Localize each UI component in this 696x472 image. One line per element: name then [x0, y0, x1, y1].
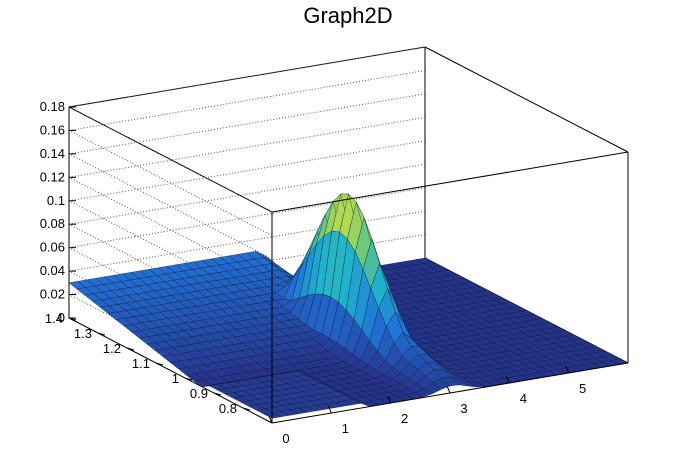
z-gridline-back [68, 93, 426, 155]
box-edge-top-right [424, 46, 629, 153]
x-tick [268, 415, 273, 424]
z-gridline-left [68, 130, 273, 236]
z-tick-label: 0.04 [40, 263, 65, 278]
x-tick-label: 4 [520, 391, 527, 406]
x-tick [387, 395, 392, 404]
z-gridline-back [68, 210, 426, 272]
y-tick-label: 0.8 [219, 401, 237, 416]
axis-ticks: 0 0.02 0.04 0.06 0.08 0.1 0.12 0.14 0.16 0.18 0.8 0… [40, 99, 587, 446]
box-edge-floor-left [68, 317, 273, 424]
z-tick-label: 0.18 [40, 99, 65, 114]
x-tick [446, 385, 451, 394]
z-tick-label: 0.06 [40, 240, 65, 255]
z-tick-label: 0.02 [40, 287, 65, 302]
z-gridline-back [68, 140, 426, 202]
chart-title: Graph2D [303, 3, 393, 28]
y-tick [242, 407, 251, 411]
y-tick-label: 0.9 [190, 386, 208, 401]
x-tick-label: 1 [342, 421, 349, 436]
y-tick [68, 317, 77, 321]
x-tick-label: 5 [579, 381, 586, 396]
z-gridline-back [68, 163, 426, 225]
x-tick-label: 2 [401, 411, 408, 426]
z-tick-label: 0.14 [40, 146, 65, 161]
y-tick-label: 1.2 [103, 341, 121, 356]
x-tick-label: 3 [460, 401, 467, 416]
y-tick [213, 392, 222, 396]
x-tick [505, 375, 510, 384]
box-edge-front-top [271, 151, 629, 213]
z-tick-label: 0.12 [40, 169, 65, 184]
z-gridline-left [68, 153, 273, 260]
x-tick [327, 405, 332, 414]
z-gridline-back [68, 187, 426, 249]
y-tick [155, 362, 164, 366]
y-tick-label: 1.1 [132, 356, 150, 371]
z-gridline-left [68, 200, 273, 307]
y-tick-label: 1 [172, 371, 179, 386]
y-tick [184, 377, 193, 381]
z-tick-label: 0.16 [40, 122, 65, 137]
surface-mesh [68, 193, 629, 419]
y-tick-label: 1.4 [45, 311, 63, 326]
z-gridline-back [68, 69, 426, 131]
x-tick-label: 0 [282, 431, 289, 446]
y-tick-label: 1.3 [74, 326, 92, 341]
z-gridline-left [68, 176, 273, 283]
z-tick-label: 0.1 [47, 193, 65, 208]
y-tick [126, 347, 135, 351]
z-gridline-back [68, 116, 426, 178]
z-tick-label: 0 [58, 310, 65, 325]
z-gridline-back [68, 46, 426, 108]
z-tick-label: 0.08 [40, 216, 65, 231]
y-tick [97, 332, 106, 336]
z-gridline-left [68, 106, 273, 213]
x-tick [565, 365, 570, 374]
